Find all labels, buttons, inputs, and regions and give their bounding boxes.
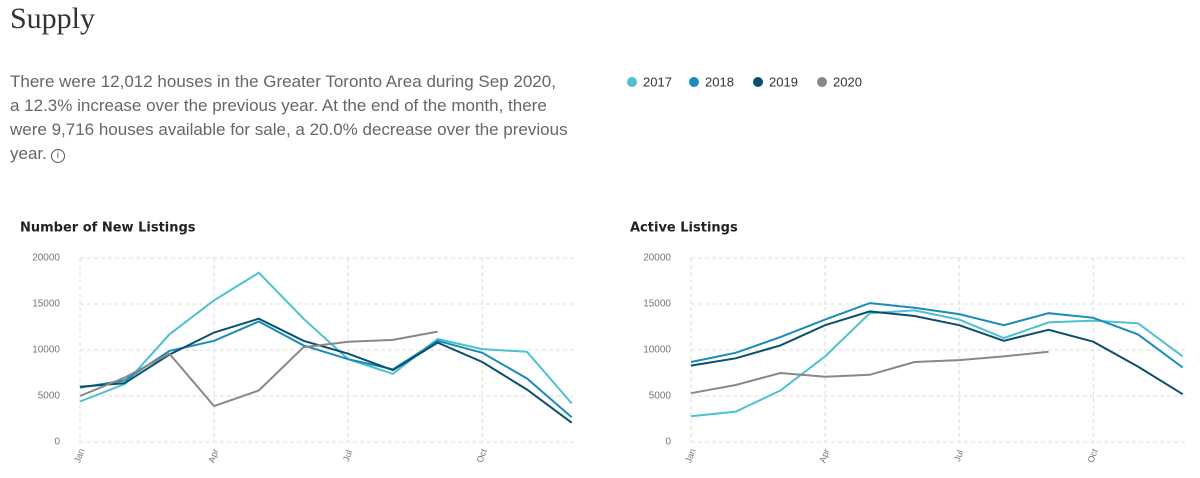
chart-title: Number of New Listings [20,221,196,236]
series-line [690,310,1184,396]
y-tick-label: 15000 [32,299,60,310]
y-tick-label: 5000 [649,391,672,402]
y-tick-label: 15000 [643,299,671,310]
y-tick-label: 20000 [643,253,671,264]
series-line [690,302,1184,369]
summary: There were 12,012 houses in the Greater … [10,70,570,166]
page-title: Supply [10,2,96,35]
y-tick-label: 10000 [32,345,60,356]
info-icon[interactable]: i [50,149,65,163]
legend-swatch [753,77,763,87]
x-tick-label: Oct [1086,447,1100,464]
x-tick-label: Apr [206,447,220,464]
legend-label: 2018 [705,74,734,89]
series-line [690,309,1184,418]
series-line [690,350,1049,395]
legend-swatch [817,77,827,87]
x-tick-label: Oct [475,447,489,464]
x-tick-label: Jan [72,447,86,464]
chart-title: Active Listings [630,221,738,236]
series-line [79,271,573,405]
legend-label: 2020 [833,74,862,89]
y-tick-label: 5000 [38,391,61,402]
y-tick-label: 20000 [32,253,60,264]
x-tick-label: Apr [817,447,831,464]
series-line [79,317,573,424]
series-line [79,330,438,408]
y-tick-label: 10000 [643,345,671,356]
series-line [79,320,573,418]
x-tick-label: Jul [341,449,354,463]
legend-label: 2017 [643,74,672,89]
summary-text: There were 12,012 houses in the Greater … [10,72,568,163]
legend-swatch [627,77,637,87]
y-tick-label: 0 [665,437,671,448]
legend-swatch [689,77,699,87]
y-tick-label: 0 [54,437,60,448]
x-tick-label: Jul [952,449,965,463]
legend-label: 2019 [769,74,798,89]
x-tick-label: Jan [683,447,697,464]
